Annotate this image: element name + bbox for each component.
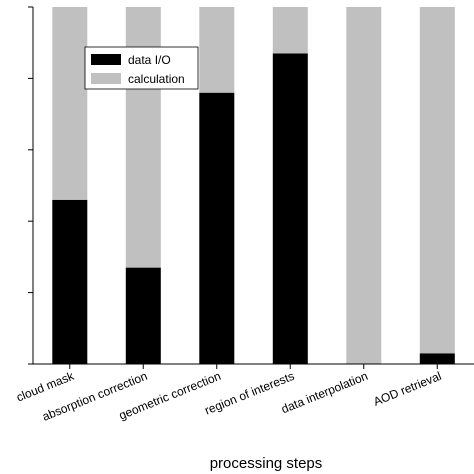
legend-swatch-data-i-o [91,54,121,65]
bar-data-interpolation-calculation [346,7,382,364]
bar-region-of-interests-data-i-o [272,53,308,365]
bar-aod-retrieval-data-i-o [419,353,455,364]
bar-geometric-correction-calculation [199,7,235,93]
bar-cloud-mask-calculation [52,7,88,200]
bar-geometric-correction-data-i-o [199,92,235,364]
bar-absorption-correction-calculation [125,7,161,268]
bar-aod-retrieval-calculation [419,7,455,354]
x-axis-label: processing steps [210,455,323,472]
legend-swatch-calculation [91,73,121,84]
axes-group [28,6,474,369]
bar-cloud-mask-data-i-o [52,199,88,364]
bar-absorption-correction-data-i-o [125,267,161,364]
x-tick-label-aod-retrieval: AOD retrieval [371,369,443,409]
bar-region-of-interests-calculation [272,7,308,54]
legend: data I/O calculation [84,46,199,90]
legend-label-data-i-o: data I/O [128,53,171,67]
legend-label-calculation: calculation [128,72,185,86]
